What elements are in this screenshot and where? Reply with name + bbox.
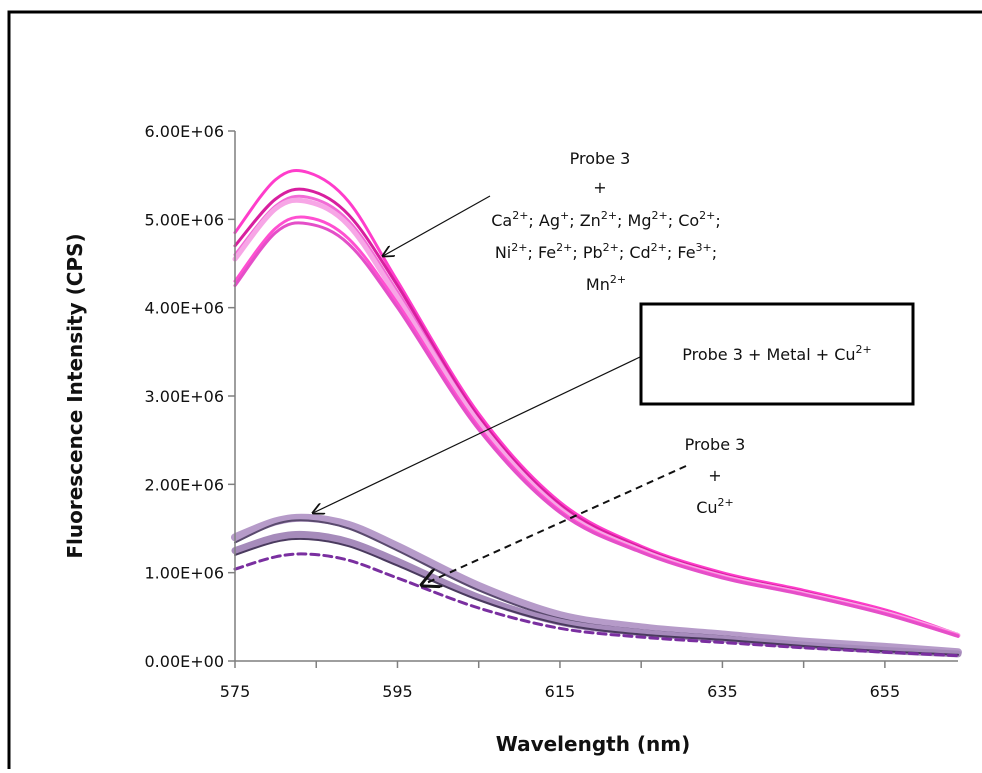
ion-symbol: Pb — [583, 243, 603, 262]
ion-charge: 3+ — [696, 241, 712, 254]
ion-separator: ; — [527, 243, 537, 262]
annotation-box-group: Probe 3 + Metal + Cu2+ — [313, 302, 915, 513]
annotation-top-probe: Probe 3 — [570, 149, 631, 168]
y-tick-label: 5.00E+06 — [145, 210, 225, 229]
ion-charge: 2+ — [699, 209, 715, 222]
x-tick-label: 575 — [220, 682, 251, 701]
ion-charge: 2+ — [610, 273, 626, 286]
ion-symbol: Ni — [495, 243, 511, 262]
annotation-cu-arrow — [422, 465, 687, 585]
ion-symbol: Fe — [538, 243, 556, 262]
ion-charge: 2+ — [556, 241, 572, 254]
annotation-ions-line-1: Ca2+; Ag+; Zn2+; Mg2+; Co2+; — [491, 209, 721, 230]
y-tick-label: 1.00E+06 — [145, 564, 225, 583]
ion-charge: 2+ — [601, 209, 617, 222]
ion-charge: 2+ — [603, 241, 619, 254]
ion-symbol: Mg — [628, 211, 652, 230]
annotation-ions-line-3: Mn2+ — [586, 273, 626, 294]
ion-separator: ; — [528, 211, 538, 230]
series-layer — [231, 168, 962, 658]
series-line-1 — [233, 168, 960, 636]
annotation-cu-group: Probe 3 + Cu2+ — [422, 435, 745, 585]
ion-separator: ; — [572, 243, 582, 262]
ion-symbol: Mn — [586, 275, 610, 294]
annotation-cu-ion: Cu2+ — [696, 496, 734, 517]
ion-symbol: Probe 3 + Metal + Cu — [682, 345, 855, 364]
ion-charge: 2+ — [651, 241, 667, 254]
x-tick-label: 655 — [870, 682, 901, 701]
series-line-6 — [233, 221, 960, 638]
ion-symbol: Zn — [580, 211, 601, 230]
ion-charge: 2+ — [511, 241, 527, 254]
y-axis-title: Fluorescence Intensity (CPS) — [63, 233, 87, 558]
ion-separator: ; — [667, 243, 677, 262]
series-line-11 — [233, 552, 960, 658]
y-tick-layer: 0.00E+00 1.00E+06 2.00E+06 3.00E+06 4.00E+06… — [145, 122, 235, 671]
ion-symbol: Fe — [677, 243, 695, 262]
annotation-ions-line-2: Ni2+; Fe2+; Pb2+; Cd2+; Fe3+; — [495, 241, 717, 262]
y-tick-label: 3.00E+06 — [145, 387, 225, 406]
series-line-9 — [231, 530, 962, 658]
ion-separator: ; — [617, 211, 627, 230]
ion-charge: 2+ — [718, 496, 734, 509]
ion-charge: 2+ — [856, 343, 872, 356]
annotation-cu-probe: Probe 3 — [685, 435, 746, 454]
ion-charge: + — [560, 209, 569, 222]
ion-separator: ; — [715, 211, 720, 230]
x-tick-label: 615 — [545, 682, 576, 701]
y-tick-label: 0.00E+00 — [145, 652, 225, 671]
annotation-top-arrow — [383, 195, 491, 256]
series-line-10 — [234, 537, 959, 656]
ion-symbol: Ca — [491, 211, 512, 230]
ion-separator: ; — [712, 243, 717, 262]
annotation-box-label: Probe 3 + Metal + Cu2+ — [682, 343, 872, 364]
ion-charge: 2+ — [652, 209, 668, 222]
ion-symbol: Cu — [696, 498, 717, 517]
ion-charge: 2+ — [512, 209, 528, 222]
x-axis-title: Wavelength (nm) — [496, 732, 691, 756]
ion-symbol: Cd — [629, 243, 650, 262]
x-tick-layer: 575 595 615 635 655 — [220, 661, 900, 701]
annotation-box — [639, 302, 915, 406]
y-tick-label: 2.00E+06 — [145, 475, 225, 494]
x-tick-label: 595 — [382, 682, 413, 701]
y-tick-label: 6.00E+06 — [145, 122, 225, 141]
ion-separator: ; — [668, 211, 678, 230]
series-line-4 — [232, 197, 961, 638]
outer-frame — [7, 10, 982, 773]
ion-separator: ; — [619, 243, 629, 262]
annotation-top-group: Probe 3 + Ca2+; Ag+; Zn2+; Mg2+; Co2+; N… — [383, 149, 721, 294]
x-tick-label: 635 — [707, 682, 738, 701]
annotation-cu-plus: + — [708, 466, 721, 485]
annotation-top-plus: + — [593, 178, 606, 197]
annotation-box-arrow — [313, 356, 641, 513]
ion-separator: ; — [569, 211, 579, 230]
ion-symbol: Co — [678, 211, 699, 230]
y-tick-label: 4.00E+06 — [145, 299, 225, 318]
ion-symbol: Ag — [539, 211, 560, 230]
